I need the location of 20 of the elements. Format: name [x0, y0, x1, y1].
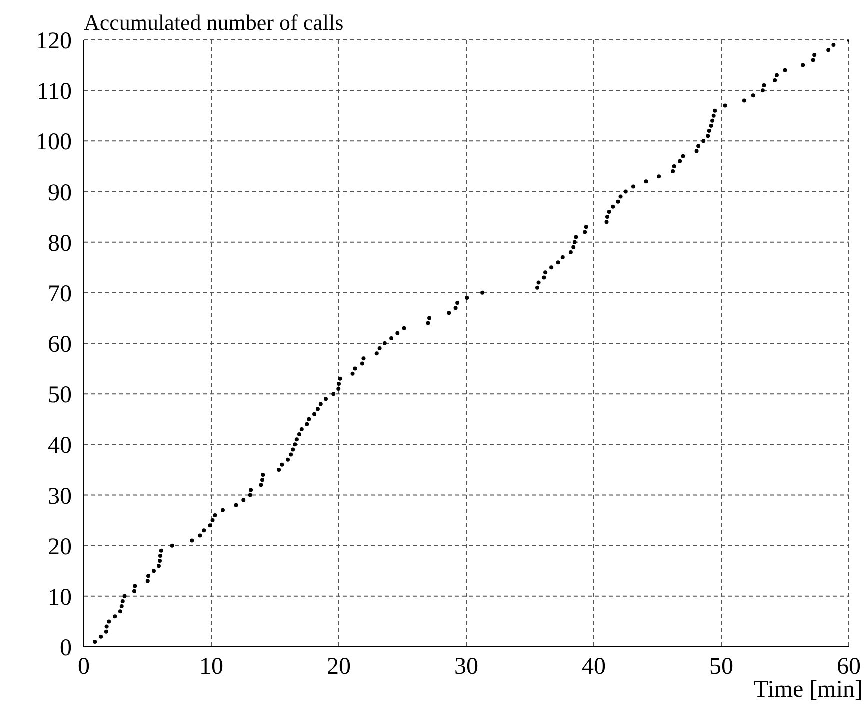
x-tick-label: 40 [582, 654, 606, 680]
y-tick-label: 70 [48, 281, 72, 308]
y-tick-label: 60 [48, 332, 72, 358]
y-tick-label: 20 [48, 534, 72, 560]
x-tick-label: 20 [327, 654, 351, 680]
x-tick-label: 0 [78, 654, 90, 680]
y-tick-label: 90 [48, 180, 72, 206]
y-tick-label: 0 [60, 636, 72, 662]
y-tick-label: 10 [48, 584, 72, 611]
x-tick-label: 30 [454, 654, 478, 680]
y-tick-label: 40 [48, 433, 72, 460]
y-tick-label: 100 [36, 130, 72, 156]
y-tick-label: 120 [36, 28, 72, 55]
y-tick-label: 50 [48, 382, 72, 409]
x-tick-label: 10 [200, 654, 224, 680]
x-tick-label: 50 [710, 654, 734, 680]
y-tick-label: 110 [36, 79, 72, 106]
y-axis-title: Accumulated number of calls [84, 10, 344, 36]
y-tick-label: 30 [48, 484, 72, 510]
y-tick-label: 80 [48, 230, 72, 257]
